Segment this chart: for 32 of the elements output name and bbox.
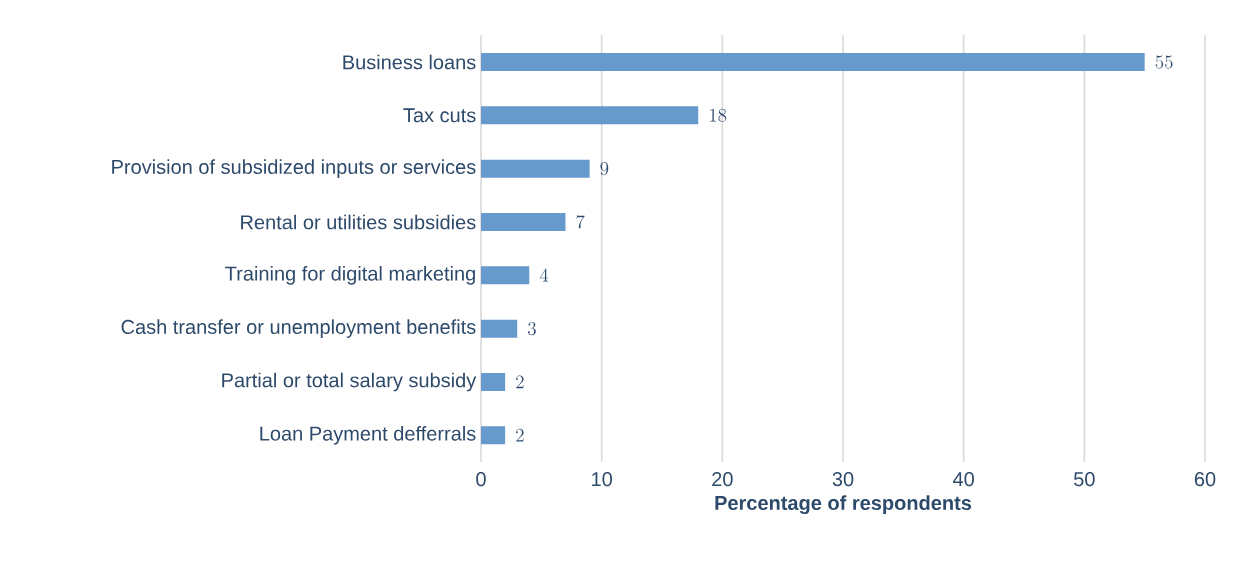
data-label: 18	[710, 108, 727, 122]
y-tick-label: Rental or utilities subsidies	[241, 214, 476, 230]
bar	[481, 53, 1145, 71]
y-tick-label: Loan Payment defferrals	[260, 426, 476, 445]
y-tick-label: Partial or total salary subsidy	[222, 372, 477, 392]
bar	[481, 372, 506, 391]
x-tick-label: 10	[592, 472, 612, 487]
data-label: 3	[528, 322, 536, 336]
bar	[481, 159, 590, 178]
data-label: 9	[600, 162, 609, 176]
data-label: 4	[539, 268, 549, 282]
x-tick-label: 40	[953, 472, 974, 487]
data-label: 7	[576, 215, 585, 229]
data-label: 2	[516, 375, 524, 389]
bar	[481, 319, 518, 338]
y-tick-label: Business loans	[343, 54, 476, 70]
bar	[481, 426, 506, 445]
bar	[481, 106, 699, 125]
bar	[481, 266, 530, 285]
y-tick-label: Training for digital marketing	[225, 266, 475, 285]
x-axis-title: Percentage of respondents	[715, 495, 972, 515]
data-label: 55	[1155, 55, 1173, 69]
y-tick-label: Tax cuts	[403, 108, 476, 123]
y-tick-label: Provision of subsidized inputs or services	[112, 159, 476, 178]
data-label: 2	[516, 428, 524, 442]
x-tick-label: 60	[1194, 472, 1216, 487]
y-tick-label: Cash transfer or unemployment benefits	[121, 319, 476, 338]
x-tick-label: 30	[832, 472, 854, 487]
bar	[481, 213, 566, 231]
x-tick-label: 0	[476, 472, 486, 487]
x-tick-label: 50	[1074, 472, 1095, 487]
x-tick-label: 20	[712, 472, 733, 487]
